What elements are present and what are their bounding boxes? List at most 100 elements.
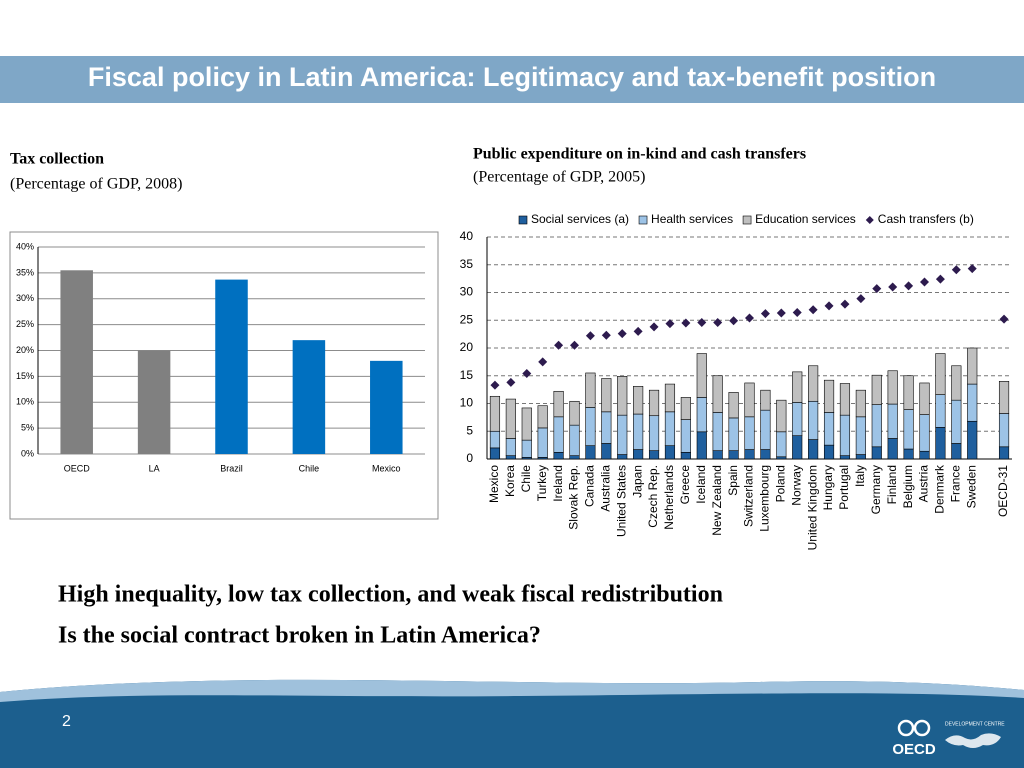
bullet-text: High inequality, low tax collection, and… [58, 582, 723, 608]
bar-segment [887, 403, 898, 439]
bar-segment [505, 455, 516, 460]
bar-segment [489, 447, 501, 460]
bar-segment [855, 416, 866, 455]
bar-segment [951, 399, 962, 444]
bar-segment [967, 347, 978, 385]
title-bar [0, 56, 1024, 103]
x-tick-label: United Kingdom [805, 465, 819, 550]
bar-segment [680, 419, 691, 453]
bar [215, 279, 248, 454]
x-tick-label: OECD [64, 463, 91, 473]
y-tick-label: 25 [460, 312, 474, 326]
bar-segment [776, 399, 787, 433]
bar-segment [505, 398, 516, 439]
bar-segment [998, 380, 1010, 414]
bar-segment [696, 397, 707, 433]
bar-segment [537, 427, 548, 458]
y-tick-label: 25% [16, 319, 34, 329]
bar-segment [792, 371, 803, 403]
bar [292, 340, 326, 454]
bar [137, 350, 171, 454]
bar-segment [601, 411, 612, 444]
bar-segment [728, 417, 739, 451]
bar-segment [967, 420, 978, 460]
bar [60, 270, 93, 454]
x-tick-label: Mexico [372, 463, 401, 473]
y-tick-label: 30% [16, 293, 34, 303]
legend-swatch [742, 215, 752, 225]
page-number: 2 [62, 713, 71, 730]
x-tick-label: Czech Rep. [646, 465, 660, 528]
marker [522, 369, 532, 379]
chart-subtitle: (Percentage of GDP, 2005) [473, 169, 645, 186]
x-tick-label: Denmark [933, 464, 947, 514]
x-tick-label: Ireland [551, 465, 565, 502]
marker [824, 301, 834, 311]
bar-segment [935, 394, 946, 428]
marker [538, 357, 548, 367]
legend-label: Social services (a) [531, 212, 629, 226]
bar-segment [855, 389, 866, 418]
bar-segment [919, 414, 930, 452]
y-tick-label: 0 [466, 451, 473, 465]
marker [856, 294, 866, 304]
bar-segment [967, 383, 978, 422]
bar-segment [553, 390, 564, 418]
x-tick-label: Germany [869, 465, 883, 514]
marker [570, 340, 579, 350]
marker [776, 308, 786, 318]
bar-segment [601, 443, 612, 460]
bar-segment [744, 449, 755, 460]
x-tick-label: Sweden [964, 465, 978, 508]
bar-segment [505, 438, 516, 456]
bar-segment [744, 416, 755, 450]
bar-segment [808, 365, 819, 402]
bar-segment [839, 455, 851, 460]
bar-segment [712, 412, 723, 451]
marker [951, 265, 961, 275]
x-tick-label: Switzerland [742, 465, 756, 527]
marker [888, 282, 898, 292]
legend-label: Education services [755, 212, 856, 226]
bar-segment [680, 397, 691, 420]
y-tick-label: 40 [460, 229, 474, 243]
bar-segment [776, 456, 787, 460]
bar-segment [951, 365, 962, 401]
bar-segment [792, 435, 803, 460]
marker [967, 264, 977, 274]
bar-segment [553, 416, 564, 453]
bar-segment [633, 413, 644, 450]
bar-segment [553, 452, 564, 460]
marker [665, 319, 675, 329]
x-tick-label: Slovak Rep. [567, 465, 581, 530]
slide-title: Fiscal policy in Latin America: Legitima… [88, 62, 936, 92]
bar-segment [871, 404, 882, 448]
logo-map [945, 733, 1001, 748]
x-tick-label: Italy [853, 465, 867, 487]
x-tick-label: Mexico [487, 465, 501, 503]
bar-segment [823, 444, 835, 460]
legend-swatch [638, 215, 648, 225]
bar-segment [712, 375, 723, 413]
x-tick-label: Hungary [821, 465, 835, 510]
marker [792, 307, 802, 317]
bar-segment [680, 452, 691, 460]
marker [840, 299, 850, 309]
y-tick-label: 15 [460, 368, 474, 382]
y-tick-label: 5 [466, 423, 473, 437]
marker [649, 322, 659, 332]
chart-title: Public expenditure on in-kind and cash t… [473, 146, 806, 163]
x-tick-label: Australia [598, 465, 612, 512]
marker [729, 316, 739, 326]
marker [920, 277, 929, 287]
x-tick-label: Canada [583, 465, 597, 507]
logo-unit: DEVELOPMENT CENTRE [945, 721, 1005, 727]
bar-segment [648, 389, 660, 417]
x-tick-label: France [948, 465, 962, 503]
x-tick-label: Korea [503, 465, 517, 497]
bar-segment [839, 414, 851, 456]
legend-label: Cash transfers (b) [878, 212, 974, 226]
bar-segment [521, 439, 532, 458]
bar-segment [585, 445, 596, 460]
bar [370, 360, 403, 454]
